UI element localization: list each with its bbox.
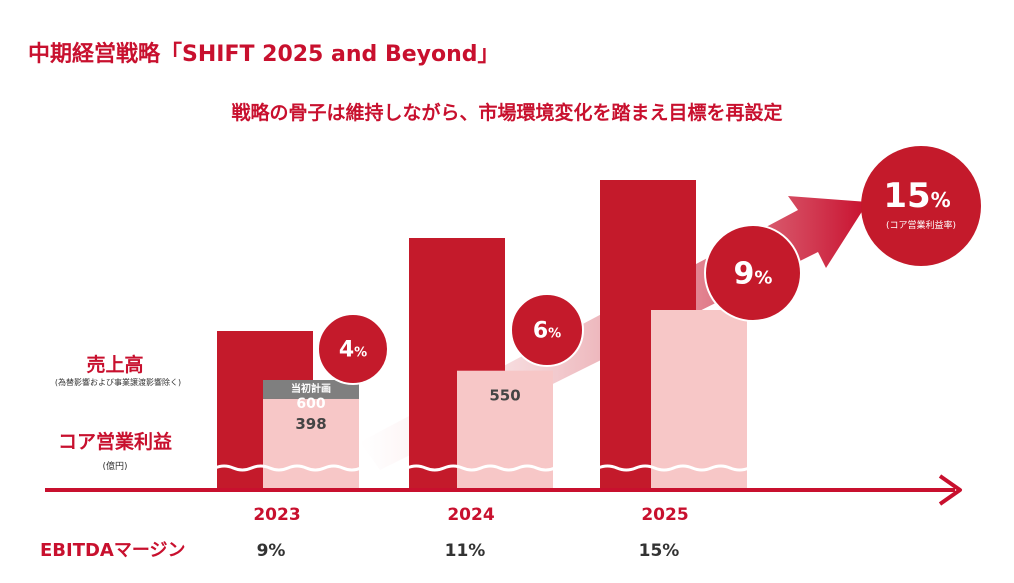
margin-value: 9% bbox=[734, 257, 773, 292]
ebitda-label: EBITDAマージン bbox=[40, 540, 186, 561]
profit-note: (億円) bbox=[102, 460, 127, 472]
target-value: 15% bbox=[883, 176, 950, 216]
ebitda-value: 9% bbox=[257, 541, 286, 561]
sales-note: (為替影響および事業譲渡影響除く) bbox=[55, 377, 181, 387]
margin-bubble bbox=[317, 313, 389, 385]
x-tick-label: 2025 bbox=[641, 505, 688, 525]
ebitda-value: 11% bbox=[445, 541, 486, 561]
page-title: 中期経営戦略「SHIFT 2025 and Beyond」 bbox=[28, 42, 500, 67]
x-axis-arrowhead bbox=[938, 474, 962, 506]
target-bubble bbox=[861, 146, 981, 266]
margin-value: 6% bbox=[533, 319, 561, 344]
profit-value-label: 550 bbox=[489, 387, 520, 405]
profit-bar bbox=[263, 398, 359, 490]
profit-value-label: 398 bbox=[295, 415, 326, 433]
axis-break-line bbox=[406, 464, 556, 472]
plan-label: 当初計画 bbox=[291, 382, 331, 395]
ebitda-value: 15% bbox=[639, 541, 680, 561]
sales-label: 売上高 bbox=[86, 353, 143, 376]
x-tick-label: 2023 bbox=[253, 505, 300, 525]
plan-bar bbox=[263, 380, 359, 399]
plan-value: 600 bbox=[296, 396, 325, 412]
margin-value: 4% bbox=[339, 338, 367, 363]
profit-label: コア営業利益 bbox=[58, 430, 172, 453]
page-subtitle: 戦略の骨子は維持しながら、市場環境変化を踏まえ目標を再設定 bbox=[231, 102, 783, 124]
target-label: (コア営業利益率) bbox=[886, 219, 956, 231]
margin-bubble bbox=[510, 293, 584, 367]
axis-break-line bbox=[214, 464, 362, 472]
profit-bar bbox=[651, 310, 747, 490]
x-tick-label: 2024 bbox=[447, 505, 494, 525]
axis-break-line bbox=[597, 464, 750, 472]
margin-bubble bbox=[704, 224, 802, 322]
